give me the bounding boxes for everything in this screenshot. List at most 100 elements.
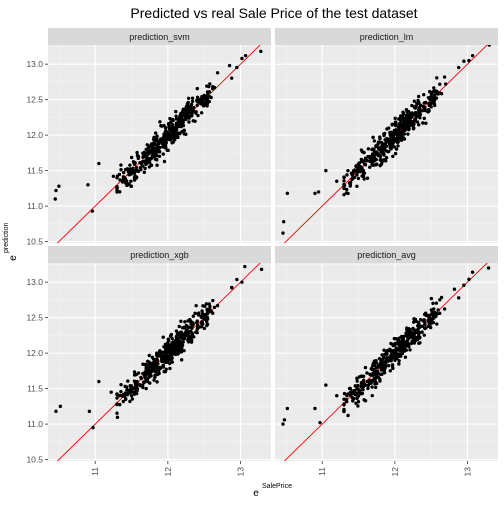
data-point <box>124 179 129 183</box>
data-point <box>208 304 212 309</box>
data-point <box>406 113 410 117</box>
data-point <box>152 378 156 382</box>
data-point <box>342 391 347 396</box>
data-point <box>394 147 399 151</box>
data-point <box>153 375 157 379</box>
data-point <box>90 209 95 213</box>
data-point <box>174 114 178 118</box>
facet-strip <box>48 246 271 263</box>
data-point <box>87 409 92 414</box>
data-point <box>182 111 187 115</box>
data-point <box>161 335 165 339</box>
data-point <box>374 157 378 162</box>
y-tick-label: 11.0 <box>27 201 43 211</box>
data-point <box>365 371 369 375</box>
data-point <box>215 71 220 75</box>
data-point <box>416 320 421 325</box>
data-point <box>149 163 154 167</box>
data-point <box>350 173 355 177</box>
data-point <box>134 176 138 180</box>
data-point <box>397 133 401 137</box>
data-point <box>370 393 374 398</box>
data-point <box>391 154 395 159</box>
data-point <box>136 383 141 387</box>
data-point <box>372 139 377 143</box>
data-point <box>145 377 150 382</box>
points-group <box>54 264 264 430</box>
data-point <box>147 151 151 155</box>
data-point <box>163 360 167 364</box>
data-point <box>161 365 165 369</box>
data-point <box>428 320 432 324</box>
data-point <box>409 341 414 346</box>
data-point <box>240 56 244 61</box>
data-point <box>161 152 165 156</box>
data-point <box>186 104 190 108</box>
data-point <box>415 120 420 124</box>
data-point <box>378 361 383 365</box>
data-point <box>404 331 408 335</box>
data-point <box>393 120 398 124</box>
data-point <box>179 349 183 354</box>
data-point <box>143 154 147 159</box>
data-point <box>149 157 153 161</box>
data-point <box>168 137 173 142</box>
data-point <box>393 123 398 128</box>
data-point <box>351 176 355 181</box>
data-point <box>131 390 136 395</box>
data-point <box>161 350 165 355</box>
data-point <box>178 346 182 350</box>
data-point <box>170 141 174 145</box>
data-point <box>417 123 421 127</box>
y-axis-title-exponent: prediction <box>3 223 10 253</box>
y-tick-label: 13.0 <box>26 277 43 287</box>
data-point <box>86 183 90 187</box>
data-point <box>396 140 400 144</box>
data-point <box>428 325 433 330</box>
data-point <box>335 394 339 398</box>
data-point <box>163 143 168 147</box>
data-point <box>361 379 366 383</box>
data-point <box>402 346 407 350</box>
data-point <box>144 365 149 370</box>
data-point <box>417 323 421 328</box>
y-tick-label: 12.5 <box>26 313 43 323</box>
data-point <box>243 53 248 58</box>
data-point <box>400 135 405 139</box>
data-point <box>408 334 412 339</box>
data-point <box>115 188 119 193</box>
data-point <box>385 352 389 356</box>
data-point <box>168 366 172 371</box>
data-point <box>486 266 491 270</box>
data-point <box>414 337 418 342</box>
data-point <box>370 385 374 389</box>
data-point <box>354 164 358 169</box>
data-point <box>378 379 382 383</box>
data-point <box>470 270 475 274</box>
facet-strip-label: prediction_xgb <box>130 250 189 260</box>
data-point <box>179 319 183 323</box>
data-point <box>397 127 401 131</box>
data-point <box>432 86 436 90</box>
data-point <box>396 339 401 344</box>
data-point <box>393 358 397 362</box>
x-tick-label: 11 <box>317 467 327 476</box>
data-point <box>462 283 466 287</box>
data-point <box>177 118 182 122</box>
data-point <box>470 53 475 58</box>
facet-strip-label: prediction_avg <box>357 250 416 260</box>
data-point <box>348 386 352 391</box>
data-point <box>205 323 209 328</box>
chart-title: Predicted vs real Sale Price of the test… <box>130 5 417 21</box>
data-point <box>411 124 415 128</box>
data-point <box>128 399 132 404</box>
points-group <box>281 45 491 235</box>
y-tick-label: 12.0 <box>26 348 43 358</box>
data-point <box>190 107 194 111</box>
data-point <box>134 372 139 377</box>
data-point <box>374 373 378 378</box>
data-point <box>358 169 363 174</box>
data-point <box>118 393 122 398</box>
data-point <box>134 166 139 170</box>
